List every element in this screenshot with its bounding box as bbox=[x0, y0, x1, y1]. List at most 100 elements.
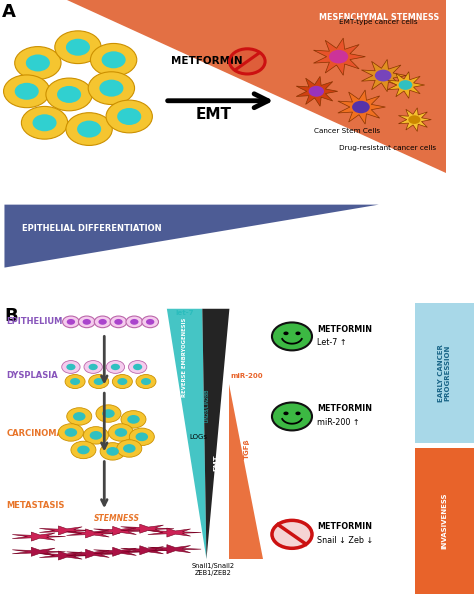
Polygon shape bbox=[12, 547, 65, 557]
Circle shape bbox=[66, 113, 112, 146]
Text: DYSPLASIA: DYSPLASIA bbox=[6, 371, 58, 380]
Circle shape bbox=[106, 361, 125, 374]
Circle shape bbox=[309, 86, 324, 97]
Text: EPITHELIAL DIFFERENTIATION: EPITHELIAL DIFFERENTIATION bbox=[22, 224, 162, 233]
Circle shape bbox=[66, 39, 90, 56]
Circle shape bbox=[109, 424, 134, 441]
Text: A: A bbox=[2, 3, 16, 21]
Circle shape bbox=[65, 375, 85, 388]
Circle shape bbox=[130, 319, 138, 325]
Circle shape bbox=[63, 316, 79, 328]
Circle shape bbox=[73, 412, 85, 421]
Polygon shape bbox=[121, 546, 174, 555]
Circle shape bbox=[142, 316, 158, 328]
Circle shape bbox=[96, 405, 121, 422]
Polygon shape bbox=[202, 309, 229, 559]
Polygon shape bbox=[66, 529, 120, 538]
Circle shape bbox=[329, 50, 348, 64]
Circle shape bbox=[67, 407, 92, 425]
Polygon shape bbox=[12, 532, 65, 541]
Text: METASTASIS: METASTASIS bbox=[6, 501, 64, 510]
Circle shape bbox=[146, 319, 155, 325]
Circle shape bbox=[375, 69, 392, 81]
Text: LOGs: LOGs bbox=[190, 434, 208, 440]
Text: METFORMIN: METFORMIN bbox=[172, 56, 243, 67]
Circle shape bbox=[128, 361, 147, 374]
Circle shape bbox=[26, 55, 50, 71]
Circle shape bbox=[94, 316, 111, 328]
Text: Let-7 ↑: Let-7 ↑ bbox=[317, 338, 346, 347]
Polygon shape bbox=[399, 108, 431, 131]
Circle shape bbox=[117, 108, 141, 125]
Circle shape bbox=[272, 403, 312, 431]
Polygon shape bbox=[94, 547, 147, 557]
Text: MESENCHYMAL STEMNESS: MESENCHYMAL STEMNESS bbox=[319, 12, 439, 21]
Circle shape bbox=[89, 375, 109, 388]
Circle shape bbox=[110, 316, 127, 328]
Polygon shape bbox=[313, 38, 365, 75]
Text: B: B bbox=[4, 307, 18, 326]
Text: Drug-resistant cancer cells: Drug-resistant cancer cells bbox=[339, 145, 436, 151]
Circle shape bbox=[66, 364, 75, 370]
Circle shape bbox=[62, 361, 80, 374]
Text: EARLY CANCER
PROGRESSION: EARLY CANCER PROGRESSION bbox=[438, 344, 451, 402]
Polygon shape bbox=[296, 77, 338, 106]
Circle shape bbox=[4, 75, 50, 108]
Circle shape bbox=[272, 323, 312, 350]
Circle shape bbox=[352, 101, 370, 113]
Circle shape bbox=[129, 428, 155, 446]
Circle shape bbox=[15, 83, 39, 100]
Circle shape bbox=[70, 378, 80, 385]
Circle shape bbox=[141, 378, 151, 385]
Polygon shape bbox=[39, 526, 93, 535]
Circle shape bbox=[100, 443, 125, 460]
Text: EMT: EMT bbox=[196, 108, 232, 122]
Polygon shape bbox=[361, 59, 406, 91]
Text: INVASIVENESS: INVASIVENESS bbox=[441, 493, 447, 549]
Circle shape bbox=[78, 316, 95, 328]
Circle shape bbox=[136, 432, 148, 441]
Circle shape bbox=[115, 428, 127, 437]
Circle shape bbox=[117, 440, 142, 457]
Circle shape bbox=[84, 361, 102, 374]
Text: Snail ↓ Zeb ↓: Snail ↓ Zeb ↓ bbox=[317, 536, 373, 545]
Circle shape bbox=[295, 331, 301, 335]
Text: LIN28/LIN28B: LIN28/LIN28B bbox=[203, 388, 209, 422]
Wedge shape bbox=[229, 49, 265, 74]
Text: METFORMIN: METFORMIN bbox=[317, 325, 372, 334]
Circle shape bbox=[114, 319, 123, 325]
Circle shape bbox=[126, 316, 143, 328]
Polygon shape bbox=[4, 204, 379, 267]
Polygon shape bbox=[67, 0, 446, 173]
Text: EPITHELIUM: EPITHELIUM bbox=[6, 317, 63, 326]
Circle shape bbox=[67, 319, 75, 325]
Circle shape bbox=[133, 364, 142, 370]
Circle shape bbox=[55, 31, 101, 64]
Circle shape bbox=[71, 441, 96, 459]
Text: METFORMIN: METFORMIN bbox=[317, 404, 372, 413]
FancyBboxPatch shape bbox=[415, 448, 474, 594]
Text: TGFβ: TGFβ bbox=[244, 438, 250, 459]
Circle shape bbox=[90, 431, 102, 440]
Text: STEMNESS: STEMNESS bbox=[94, 514, 140, 523]
Circle shape bbox=[64, 428, 77, 437]
Circle shape bbox=[272, 520, 312, 548]
Circle shape bbox=[399, 80, 412, 90]
Circle shape bbox=[89, 364, 98, 370]
Circle shape bbox=[58, 424, 83, 441]
Circle shape bbox=[77, 121, 101, 138]
Circle shape bbox=[112, 375, 132, 388]
Polygon shape bbox=[121, 524, 174, 533]
Circle shape bbox=[283, 331, 289, 335]
Circle shape bbox=[99, 319, 107, 325]
Polygon shape bbox=[148, 528, 201, 537]
Circle shape bbox=[123, 444, 136, 453]
Circle shape bbox=[118, 378, 128, 385]
Circle shape bbox=[15, 46, 61, 80]
Circle shape bbox=[94, 378, 104, 385]
Text: Cancer Stem Cells: Cancer Stem Cells bbox=[314, 128, 381, 134]
Circle shape bbox=[101, 51, 126, 68]
Circle shape bbox=[408, 115, 420, 124]
Circle shape bbox=[33, 114, 56, 131]
Circle shape bbox=[100, 80, 123, 97]
